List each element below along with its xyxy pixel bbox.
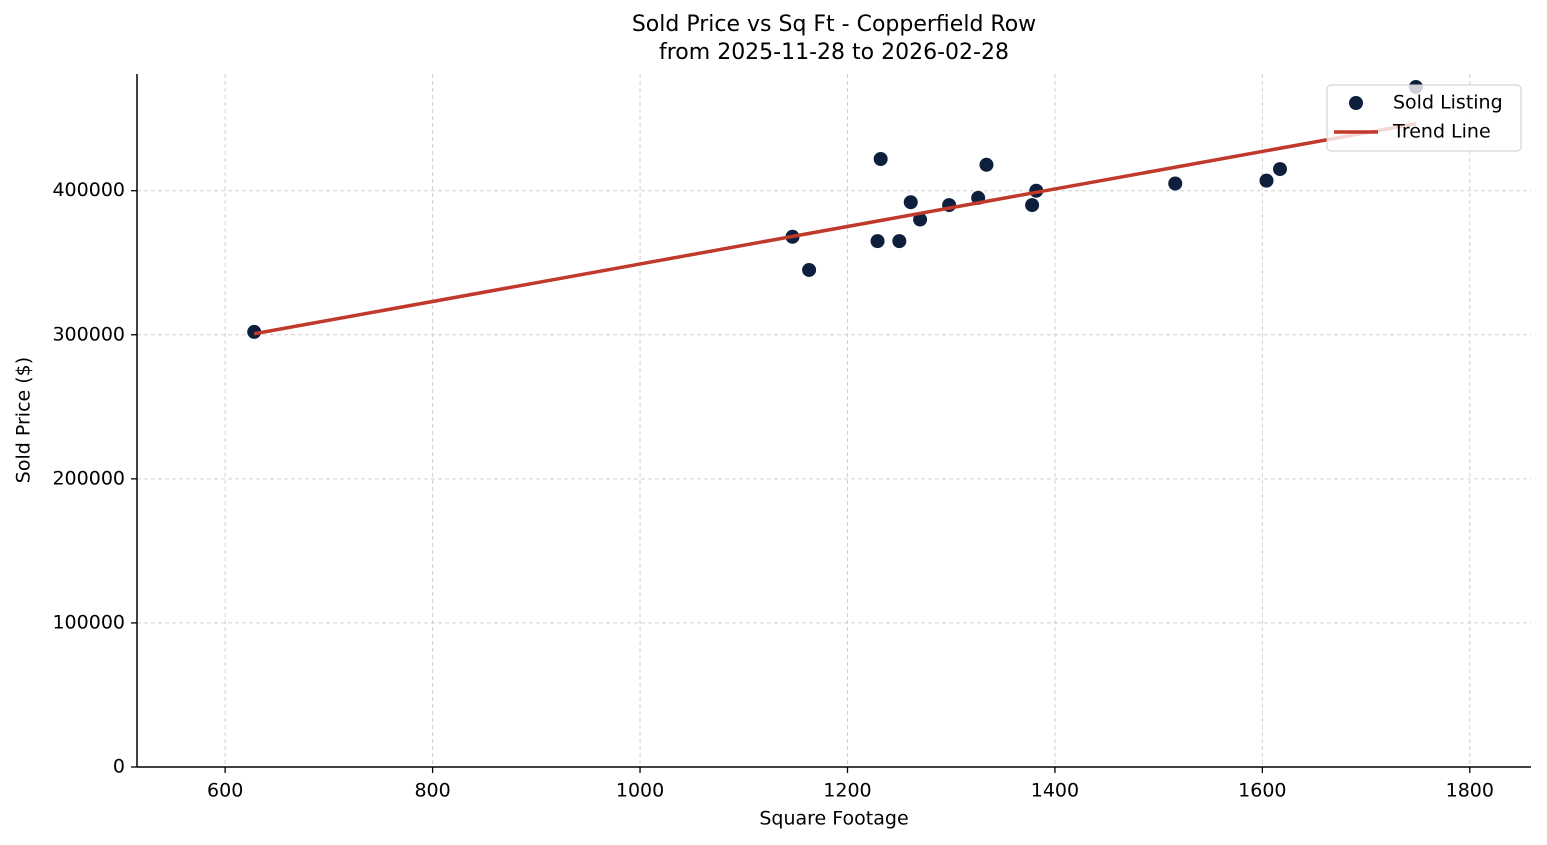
- point: [892, 234, 907, 249]
- point: [802, 262, 817, 277]
- x-tick-label: 800: [414, 780, 450, 802]
- grid: 600 800 1000 1200 1400 1600 1800 0 100000 200000 3…: [52, 74, 1531, 802]
- legend-label: Trend Line: [1392, 121, 1491, 143]
- point: [903, 195, 918, 210]
- x-tick-label: 1200: [823, 780, 871, 802]
- x-tick-label: 1000: [616, 780, 664, 802]
- y-axis-label: Sold Price ($): [13, 357, 35, 483]
- x-tick-label: 1800: [1446, 780, 1494, 802]
- legend: Sold Listing Trend Line: [1326, 84, 1522, 152]
- x-tick-label: 1600: [1238, 780, 1286, 802]
- point: [979, 157, 994, 172]
- point: [1272, 162, 1287, 177]
- trend-line: [253, 121, 1417, 336]
- y-tick-label: 0: [113, 756, 125, 778]
- chart-title: Sold Price vs Sq Ft - Copperfield Row: [632, 12, 1036, 37]
- x-tick-label: 600: [207, 780, 243, 802]
- plot-area: [247, 79, 1423, 339]
- chart-subtitle: from 2025-11-28 to 2026-02-28: [659, 40, 1009, 65]
- x-tick-label: 1400: [1031, 780, 1079, 802]
- y-tick-label: 200000: [52, 467, 125, 489]
- y-tick-label: 300000: [52, 323, 125, 345]
- point: [247, 324, 262, 339]
- legend-swatch: [1349, 96, 1363, 110]
- legend-label: Sold Listing: [1393, 92, 1503, 114]
- point: [873, 152, 888, 167]
- y-tick-label: 100000: [52, 611, 125, 633]
- point: [1025, 198, 1040, 213]
- x-axis-label: Square Footage: [759, 808, 908, 830]
- y-tick-label: 400000: [52, 179, 125, 201]
- legend-box: [1326, 84, 1522, 152]
- point: [1259, 173, 1274, 188]
- point: [870, 234, 885, 249]
- point: [913, 212, 928, 227]
- point: [1168, 176, 1183, 191]
